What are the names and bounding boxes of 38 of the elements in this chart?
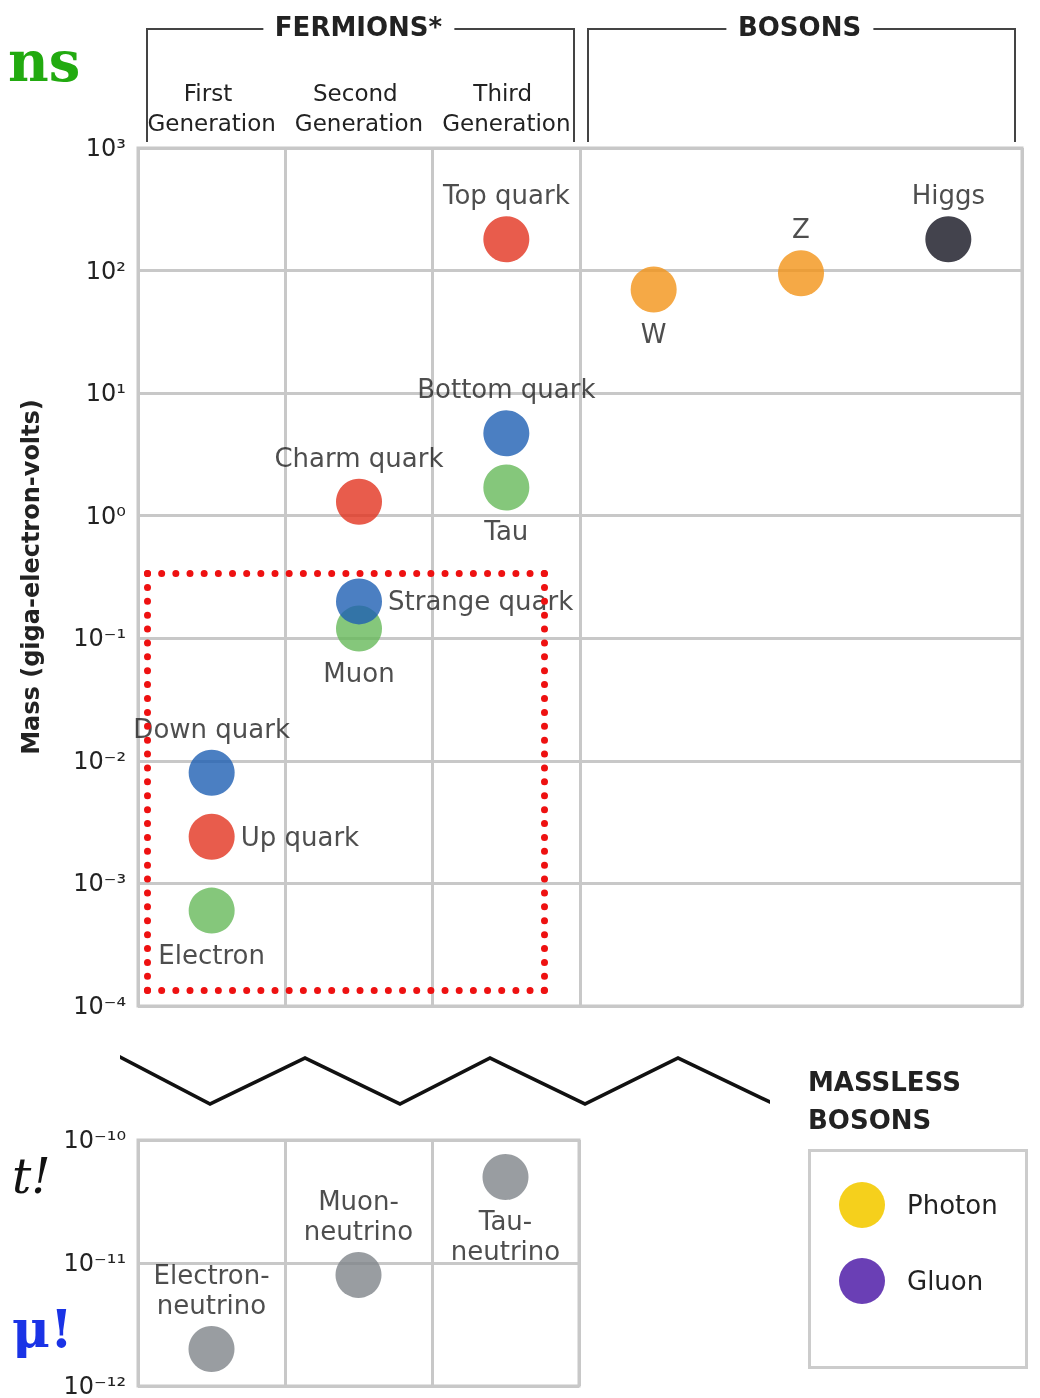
text: ns: [8, 28, 81, 94]
series-label: Z: [792, 214, 810, 245]
text: μ!: [12, 1298, 73, 1359]
text: FERMIONS*: [262, 12, 455, 42]
y-tick-label: 10⁰: [85, 501, 126, 530]
series-label: Top quark: [441, 180, 570, 211]
y-tick-label: 10⁻⁴: [73, 992, 126, 1020]
y-axis-title: Mass (giga-electron-volts): [17, 399, 45, 755]
x-tick-label: Third Generation: [442, 80, 571, 136]
y-tick-label: 10¹: [85, 379, 126, 408]
y-tick-label: 10³: [85, 134, 126, 162]
text: BOSONS: [725, 12, 874, 42]
text: MASSLESS BOSONS: [808, 1066, 962, 1137]
y-tick-label: 10⁻³: [73, 869, 126, 898]
category-label: Gluon: [907, 1266, 984, 1296]
text: t!: [12, 1148, 51, 1204]
series-label: W: [640, 318, 667, 349]
x-tick-label: First Generation: [147, 80, 276, 136]
y-tick-label: 10⁻¹⁰: [63, 1126, 126, 1154]
series-label: Electron: [158, 939, 265, 970]
x-tick-label: Second Generation: [294, 80, 424, 136]
y-tick-label: 10⁻²: [73, 746, 126, 775]
y-tick-label: 10⁻¹: [73, 624, 126, 653]
series-label: Electron-neutrino: [153, 1259, 270, 1320]
series-label: Muon: [323, 657, 395, 688]
series-label: Up quark: [240, 821, 360, 852]
series-label: Tau-neutrino: [450, 1206, 561, 1267]
y-tick-label: 10⁻¹²: [63, 1372, 126, 1398]
series-label: Tau: [483, 516, 529, 547]
y-tick-label: 10⁻¹¹: [63, 1249, 126, 1277]
series-label: Higgs: [911, 180, 985, 211]
series-label: Down quark: [133, 713, 290, 744]
y-tick-label: 10²: [85, 256, 126, 285]
category-label: Photon: [907, 1190, 998, 1220]
series-label: Charm quark: [274, 442, 444, 473]
series-label: Strange quark: [388, 586, 574, 617]
series-label: Bottom quark: [417, 374, 596, 405]
series-label: Muon-neutrino: [303, 1185, 414, 1246]
